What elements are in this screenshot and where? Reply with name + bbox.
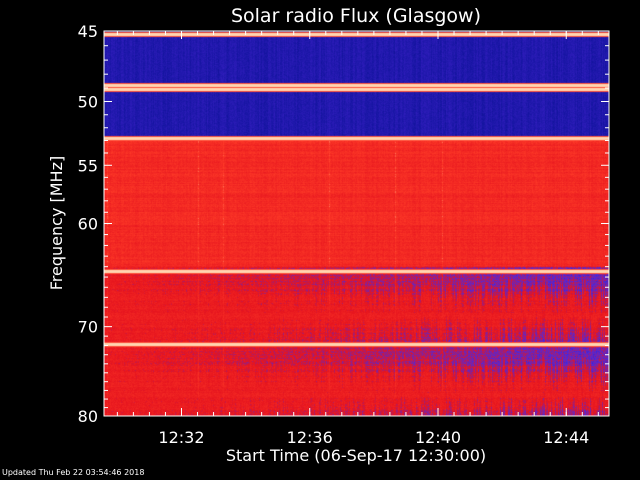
y-tick-label: 70 [78,318,98,337]
y-tick-label: 60 [78,215,98,234]
y-tick-label: 45 [78,22,98,41]
y-tick-label: 80 [78,407,98,426]
updated-timestamp: Updated Thu Feb 22 03:54:46 2018 [2,468,145,477]
y-tick-label: 50 [78,93,98,112]
x-tick-label: 12:44 [543,428,589,447]
y-tick-label: 55 [78,156,98,175]
x-tick-label: 12:40 [415,428,461,447]
chart-title: Solar radio Flux (Glasgow) [231,5,481,27]
y-axis-label: Frequency [MHz] [47,156,66,290]
spectrogram-image [104,31,609,416]
x-tick-label: 12:36 [287,428,333,447]
x-axis-label: Start Time (06-Sep-17 12:30:00) [226,446,486,465]
x-tick-label: 12:32 [158,428,204,447]
